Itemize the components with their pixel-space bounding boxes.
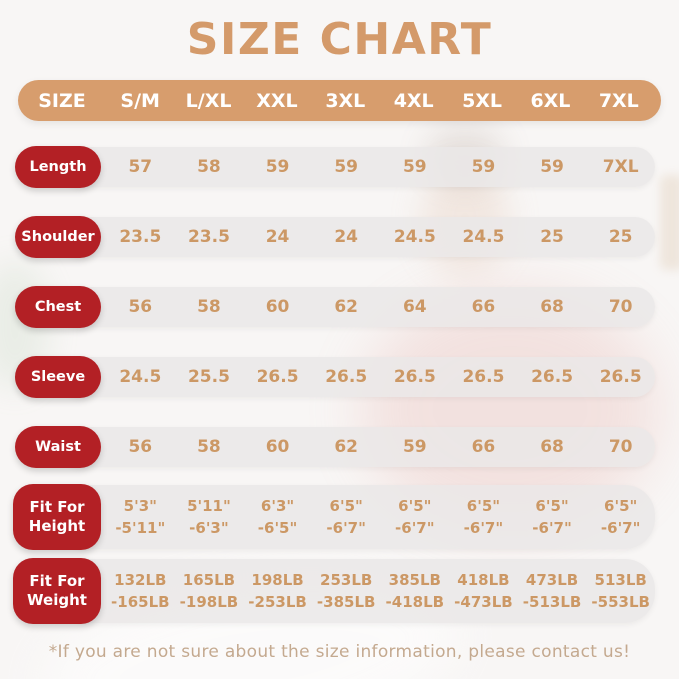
footnote: *If you are not sure about the size info… [48,642,631,662]
header-size-label: 5XL [462,89,503,112]
size-value-cell: 26.5 [325,366,368,387]
size-value-cell: 60 [265,436,290,457]
size-value-cell: 26.5 [531,366,574,387]
size-value-cell: 24.5 [393,226,436,247]
row-values: 23.5 23.5 24 24 24.5 24.5 25 25 [106,216,655,258]
size-value-cell: 6'5" -6'7" [326,496,366,538]
table-row: Fit For Height 5'3" -5'11" 5'11" -6'3" 6'3… [0,484,679,550]
row-values: 56 58 60 62 59 66 68 70 [106,426,655,468]
size-value-cell: 66 [471,436,496,457]
size-value-cell: 59 [402,156,427,177]
header-size-label: L/XL [185,89,232,112]
size-value-cell: 59 [402,436,427,457]
size-value-cell: 64 [402,296,427,317]
table-row: Shoulder 23.5 23.5 24 24 24.5 24.5 25 25 [0,216,679,258]
size-value-cell: 25 [608,226,633,247]
page-title: SIZE CHART [186,14,493,65]
row-label: Fit For Weight [13,558,101,624]
row-label: Waist [15,426,101,468]
header-size-label: 4XL [393,89,434,112]
size-value-cell: 513LB -553LB [591,570,650,612]
size-value-cell: 68 [540,296,564,317]
row-background-bar [60,217,655,257]
size-value-cell: 6'5" -6'7" [463,496,504,538]
table-row: Sleeve 24.5 25.5 26.5 26.5 26.5 26.5 26.5 26.5 [0,356,679,398]
size-value-cell: 59 [265,156,290,177]
size-value-cell: 59 [334,156,359,177]
row-background-bar [60,485,655,549]
row-background-bar [60,287,655,327]
row-values: 24.5 25.5 26.5 26.5 26.5 26.5 26.5 26.5 [106,356,655,398]
size-value-cell: 62 [334,296,359,317]
row-label: Sleeve [15,356,101,398]
size-value-cell: 253LB -385LB [316,570,376,612]
row-label: Chest [15,286,101,328]
header-size-label: 6XL [530,89,571,112]
size-value-cell: 385LB -418LB [385,570,445,612]
row-label: Fit For Height [13,484,101,550]
size-value-cell: 68 [540,436,564,457]
size-value-cell: 26.5 [462,366,505,387]
size-value-cell: 62 [334,436,359,457]
size-value-cell: 26.5 [599,366,642,387]
row-background-bar [60,357,655,397]
size-value-cell: 24 [265,226,290,247]
size-value-cell: 70 [608,436,633,457]
size-value-cell: 56 [128,436,153,457]
size-value-cell: 6'5" -6'7" [395,496,435,538]
header-size-label: S/M [120,89,160,112]
table-row: Length 57 58 59 59 59 59 59 7XL [0,146,679,188]
table-row: Chest 56 58 60 62 64 66 68 70 [0,286,679,328]
size-value-cell: 23.5 [119,226,162,247]
size-value-cell: 59 [540,156,564,177]
size-value-cell: 58 [197,296,221,317]
size-value-cell: 24 [334,226,359,247]
row-background-bar [60,427,655,467]
size-value-cell: 26.5 [256,366,299,387]
size-value-cell: 6'3" -6'5" [257,496,298,538]
header-size-label: 3XL [325,89,366,112]
size-value-cell: 23.5 [187,226,230,247]
header-size-label: 7XL [598,89,639,112]
size-value-cell: 165LB -198LB [179,570,239,612]
header-corner-label: SIZE [38,89,86,112]
size-table-body: Length 57 58 59 59 59 59 59 7XL Shoulder 23.5 23… [0,121,679,624]
row-background-bar [60,147,655,187]
size-value-cell: 70 [608,296,633,317]
row-label: Shoulder [15,216,101,258]
header-size-label: XXL [256,89,298,112]
size-value-cell: 5'3" -5'11" [115,496,166,538]
size-value-cell: 24.5 [119,366,162,387]
size-value-cell: 25 [540,226,564,247]
size-value-cell: 198LB -253LB [248,570,307,612]
size-value-cell: 25.5 [187,366,230,387]
row-label: Length [15,146,101,188]
size-value-cell: 56 [128,296,153,317]
size-value-cell: 26.5 [393,366,436,387]
size-value-cell: 6'5" -6'7" [600,496,641,538]
size-value-cell: 57 [128,156,153,177]
size-table-header: SIZE S/M L/XL XXL 3XL 4XL 5XL 6XL 7XL [18,80,661,121]
row-values: 57 58 59 59 59 59 59 7XL [106,146,655,188]
size-value-cell: 24.5 [462,226,505,247]
size-value-cell: 418LB -473LB [454,570,513,612]
size-value-cell: 59 [471,156,496,177]
size-value-cell: 58 [197,436,221,457]
table-row: Fit For Weight 132LB -165LB 165LB -198LB 1… [0,558,679,624]
size-value-cell: 7XL [602,156,639,177]
size-value-cell: 60 [265,296,290,317]
size-value-cell: 132LB -165LB [111,570,170,612]
row-values: 56 58 60 62 64 66 68 70 [106,286,655,328]
size-value-cell: 58 [197,156,221,177]
size-value-cell: 5'11" -6'3" [187,496,231,538]
table-row: Waist 56 58 60 62 59 66 68 70 [0,426,679,468]
size-value-cell: 66 [471,296,496,317]
size-value-cell: 6'5" -6'7" [532,496,572,538]
row-values: 132LB -165LB 165LB -198LB 198LB -253LB 253L… [106,558,655,624]
row-values: 5'3" -5'11" 5'11" -6'3" 6'3" -6'5" 6'5" -6'… [106,484,655,550]
size-value-cell: 473LB -513LB [522,570,582,612]
